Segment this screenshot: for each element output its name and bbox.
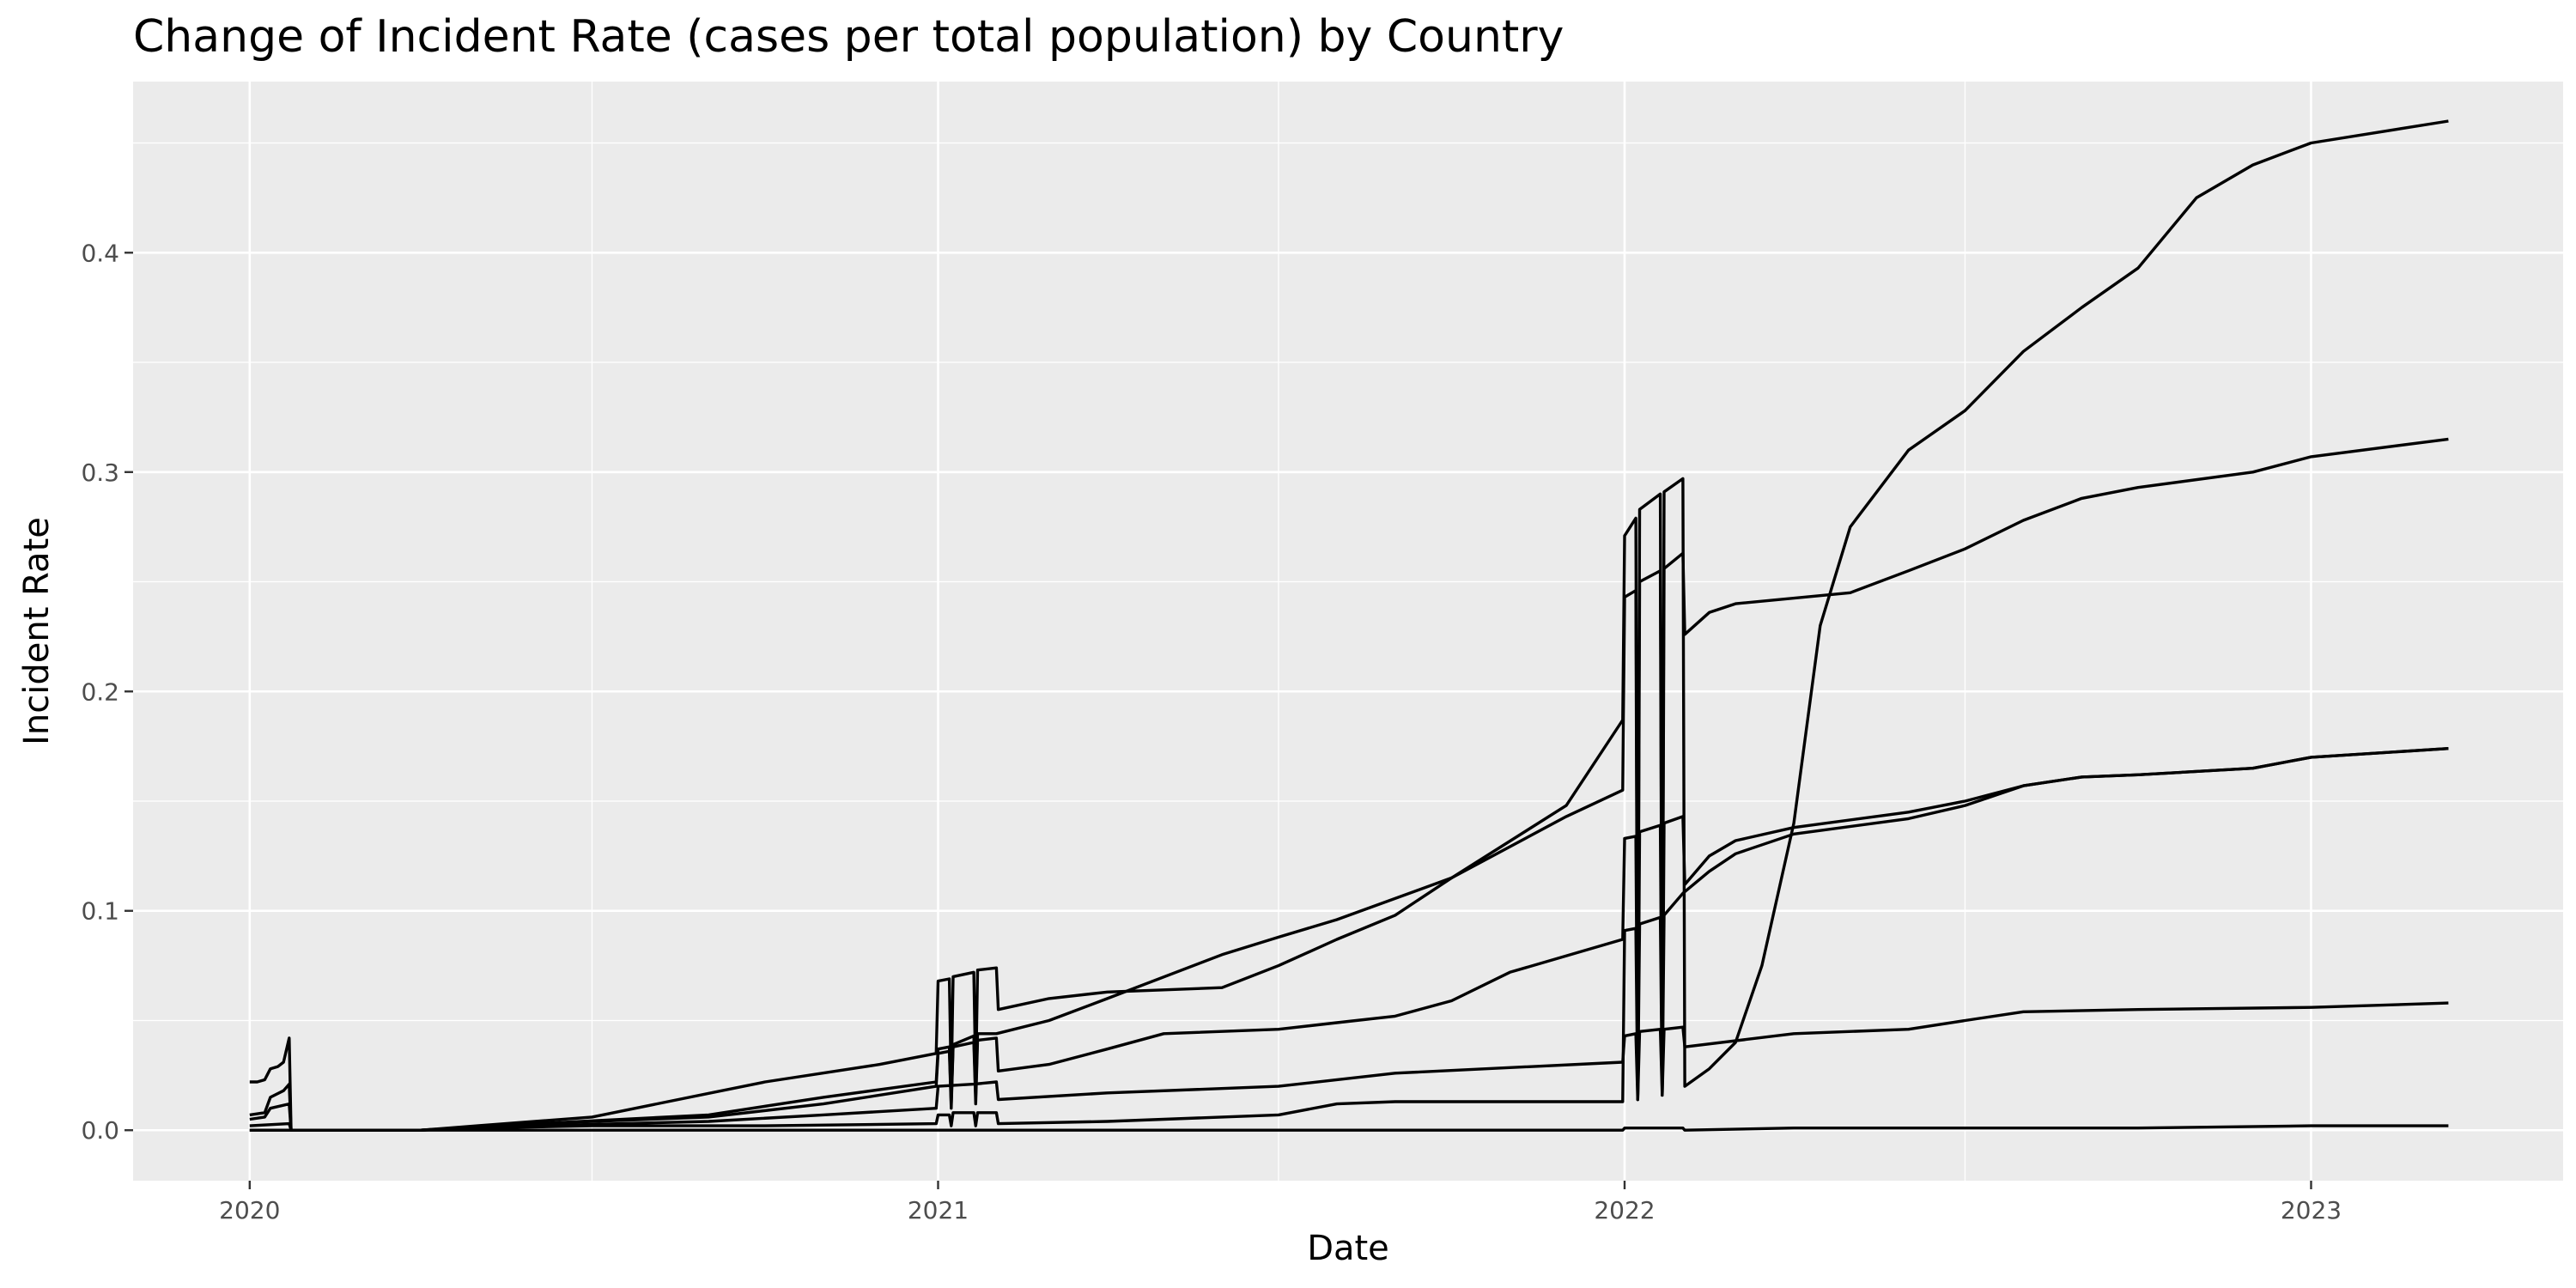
y-tick-label: 0.3: [81, 459, 119, 487]
y-tick-label: 0.2: [81, 677, 119, 706]
series-line-2: [249, 119, 2449, 1132]
plot-panel: [133, 82, 2563, 1181]
series-line-6: [249, 1124, 2449, 1132]
series-layer: [249, 119, 2449, 1132]
chart-title: Change of Incident Rate (cases per total…: [133, 11, 1564, 63]
series-line-5: [249, 1001, 2449, 1132]
series-line-4: [249, 747, 2449, 1132]
x-axis: 2020 2021 2022 2023: [219, 1181, 2342, 1224]
x-tick-label: 2020: [219, 1196, 280, 1224]
series-line-3: [249, 437, 2449, 1132]
x-tick-label: 2022: [1594, 1196, 1655, 1224]
grid-layer: [133, 82, 2563, 1181]
x-axis-title: Date: [1307, 1229, 1389, 1268]
y-axis: 0.0 0.1 0.2 0.3 0.4: [81, 239, 133, 1145]
x-tick-label: 2021: [908, 1196, 969, 1224]
x-tick-label: 2023: [2281, 1196, 2342, 1224]
y-tick-label: 0.0: [81, 1116, 119, 1145]
y-tick-label: 0.4: [81, 239, 119, 267]
y-tick-label: 0.1: [81, 897, 119, 926]
y-axis-title: Incident Rate: [17, 517, 57, 745]
